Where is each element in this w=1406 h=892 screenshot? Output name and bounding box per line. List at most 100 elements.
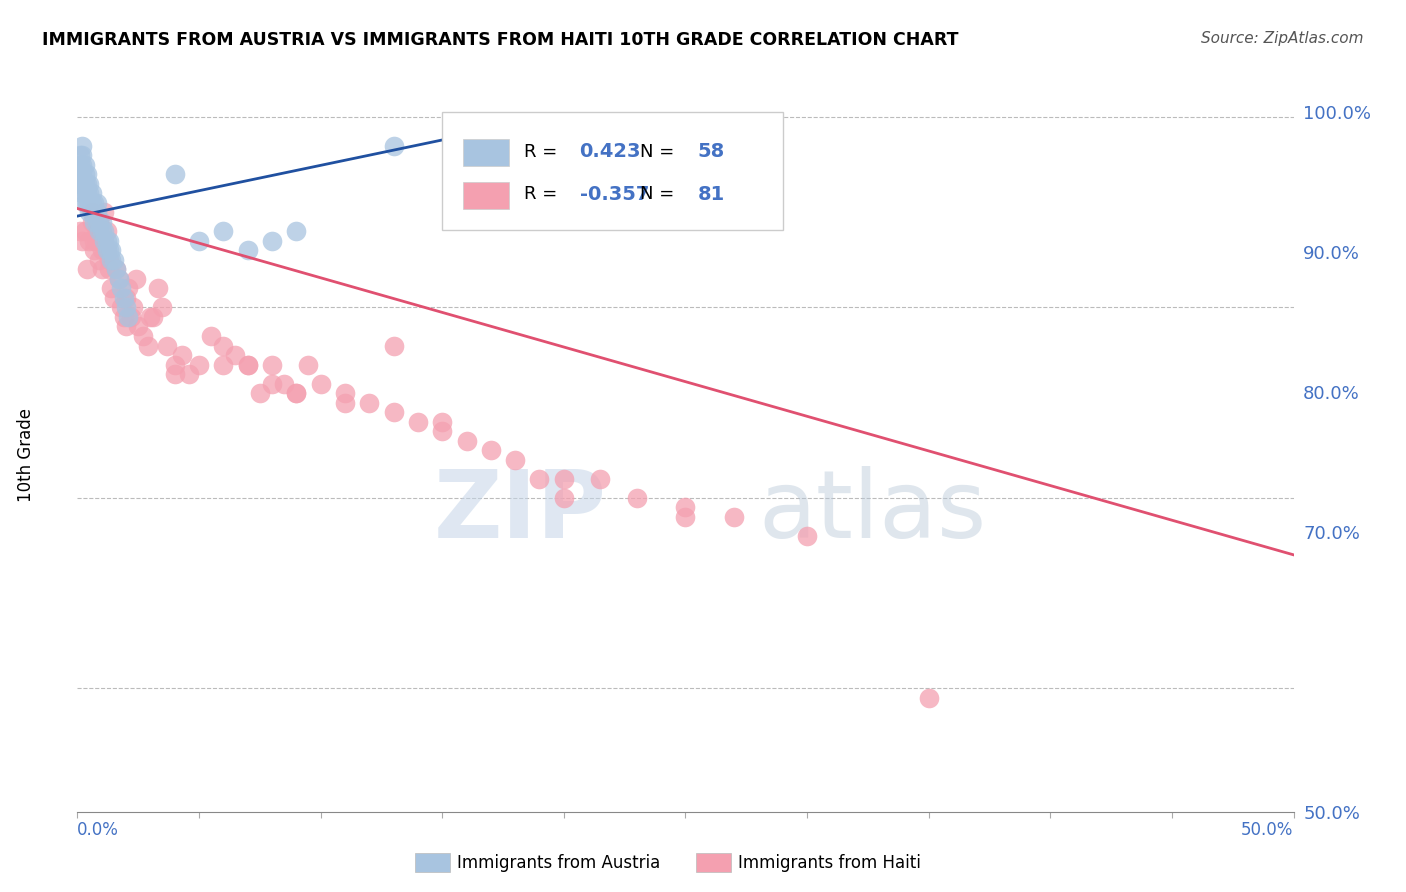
Point [89, 215, 111, 229]
Point [260, 234, 283, 248]
Point [76, 167, 98, 181]
Point [70, 177, 93, 191]
Point [70, 148, 93, 162]
Point [79, 186, 101, 201]
Point [117, 310, 139, 324]
Point [529, 472, 551, 486]
Point [200, 329, 222, 343]
Point [406, 415, 429, 429]
Point [76, 177, 98, 191]
Point [626, 491, 648, 505]
Text: 10th Grade: 10th Grade [17, 408, 35, 502]
Point [260, 358, 283, 372]
Point [675, 509, 697, 524]
Point [146, 281, 169, 295]
Point [79, 177, 101, 191]
Point [163, 167, 186, 181]
Point [125, 272, 148, 286]
Point [285, 224, 308, 238]
Point [93, 234, 115, 248]
Point [83, 195, 105, 210]
Point [79, 234, 101, 248]
Point [83, 205, 105, 219]
Point [333, 386, 356, 401]
Point [224, 348, 246, 362]
Point [80, 205, 103, 219]
Point [70, 234, 93, 248]
Point [188, 358, 211, 372]
Point [73, 158, 96, 172]
Point [589, 472, 612, 486]
Point [86, 205, 108, 219]
Point [103, 252, 125, 267]
Point [273, 376, 295, 391]
Text: Immigrants from Haiti: Immigrants from Haiti [738, 854, 921, 871]
Point [86, 224, 108, 238]
Point [503, 452, 526, 467]
Point [260, 376, 283, 391]
Point [675, 500, 697, 515]
Point [90, 262, 112, 277]
Point [170, 348, 193, 362]
Point [152, 301, 174, 315]
Point [69, 224, 91, 238]
Point [96, 244, 118, 258]
Point [100, 244, 122, 258]
Text: 50.0%: 50.0% [1241, 822, 1294, 839]
Point [382, 405, 405, 419]
Text: 0.0%: 0.0% [77, 822, 120, 839]
Point [79, 205, 101, 219]
Point [89, 252, 111, 267]
Text: R =: R = [523, 143, 562, 161]
Point [796, 529, 818, 543]
Point [156, 338, 179, 352]
Point [69, 148, 91, 162]
Point [90, 215, 112, 229]
Point [80, 186, 103, 201]
Point [107, 272, 129, 286]
Point [103, 291, 125, 305]
Point [285, 386, 308, 401]
Point [70, 167, 93, 181]
Point [163, 358, 186, 372]
Point [110, 281, 132, 295]
Point [236, 358, 259, 372]
Point [382, 338, 405, 352]
Point [83, 215, 105, 229]
Bar [463, 182, 509, 209]
FancyBboxPatch shape [443, 112, 783, 230]
Point [110, 301, 132, 315]
Point [432, 424, 454, 438]
Point [105, 262, 128, 277]
Point [80, 195, 103, 210]
Point [136, 338, 159, 352]
Point [359, 395, 381, 409]
Point [297, 358, 319, 372]
Point [96, 224, 118, 238]
Point [212, 224, 235, 238]
Point [132, 329, 155, 343]
Text: R =: R = [523, 186, 562, 203]
Point [73, 224, 96, 238]
Text: 81: 81 [697, 185, 725, 204]
Point [309, 376, 332, 391]
Text: IMMIGRANTS FROM AUSTRIA VS IMMIGRANTS FROM HAITI 10TH GRADE CORRELATION CHART: IMMIGRANTS FROM AUSTRIA VS IMMIGRANTS FR… [42, 31, 959, 49]
Point [553, 491, 575, 505]
Point [107, 272, 129, 286]
Point [127, 319, 149, 334]
Point [79, 195, 101, 210]
Point [188, 234, 211, 248]
Point [90, 224, 112, 238]
Point [97, 262, 120, 277]
Point [80, 215, 103, 229]
Point [80, 205, 103, 219]
Point [179, 367, 201, 381]
Point [105, 262, 128, 277]
Point [100, 252, 122, 267]
Point [97, 234, 120, 248]
Point [456, 434, 478, 448]
Point [70, 186, 93, 201]
Text: N =: N = [640, 143, 681, 161]
Bar [463, 139, 509, 166]
Point [73, 195, 96, 210]
